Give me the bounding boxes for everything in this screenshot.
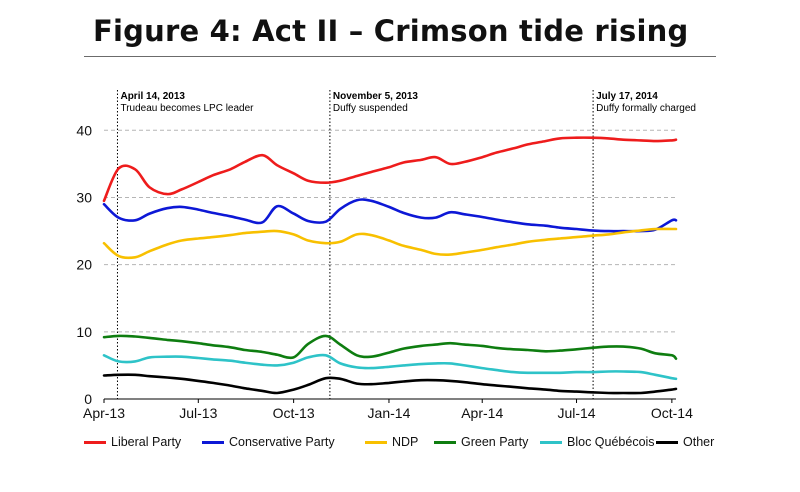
legend-label: Other [683, 435, 715, 449]
event-heading: July 17, 2014 [596, 91, 658, 102]
event-description: Trudeau becomes LPC leader [120, 103, 254, 114]
event-description: Duffy formally charged [596, 103, 696, 114]
chart-legend: Liberal Party Conservative Party NDP Green … [84, 433, 724, 451]
legend-swatch [540, 440, 562, 444]
legend-label: NDP [392, 435, 419, 449]
legend-label: Bloc Québécois [567, 435, 655, 449]
title-rule [84, 56, 716, 57]
legend-swatch [656, 440, 678, 444]
event-description: Duffy suspended [333, 103, 408, 114]
legend-swatch [434, 440, 456, 444]
series-line-other [102, 373, 678, 395]
y-tick-label: 0 [84, 391, 92, 407]
series-line-ndp [102, 227, 678, 260]
y-tick-label: 20 [76, 257, 92, 273]
legend-item: Conservative Party [202, 433, 335, 451]
figure-title: Figure 4: Act II – Crimson tide rising [93, 14, 689, 48]
legend-item: NDP [365, 433, 418, 451]
x-tick-label: Apr-14 [461, 405, 503, 421]
legend-swatch [84, 440, 106, 444]
legend-swatch [365, 440, 387, 444]
legend-item: Liberal Party [84, 433, 181, 451]
series-line-conservative-party [102, 198, 678, 233]
legend-item: Bloc Québécois [540, 433, 655, 451]
legend-swatch [202, 440, 224, 444]
event-heading: April 14, 2013 [120, 91, 185, 102]
x-tick-label: Oct-13 [273, 405, 315, 421]
legend-label: Green Party [461, 435, 529, 449]
legend-item: Green Party [434, 433, 528, 451]
legend-item: Other [656, 433, 714, 451]
x-tick-label: Oct-14 [651, 405, 693, 421]
event-heading: November 5, 2013 [333, 91, 418, 102]
x-tick-label: Jul-14 [557, 405, 595, 421]
legend-label: Liberal Party [111, 435, 182, 449]
x-tick-label: Jan-14 [368, 405, 411, 421]
x-tick-label: Jul-13 [179, 405, 217, 421]
y-tick-label: 10 [76, 324, 92, 340]
y-tick-label: 30 [76, 189, 92, 205]
series-line-liberal-party [102, 136, 678, 203]
series-line-green-party [102, 334, 678, 360]
y-tick-label: 40 [76, 122, 92, 138]
series-line-bloc-qu-b-cois [102, 353, 678, 381]
x-tick-label: Apr-13 [83, 405, 125, 421]
legend-label: Conservative Party [229, 435, 335, 449]
